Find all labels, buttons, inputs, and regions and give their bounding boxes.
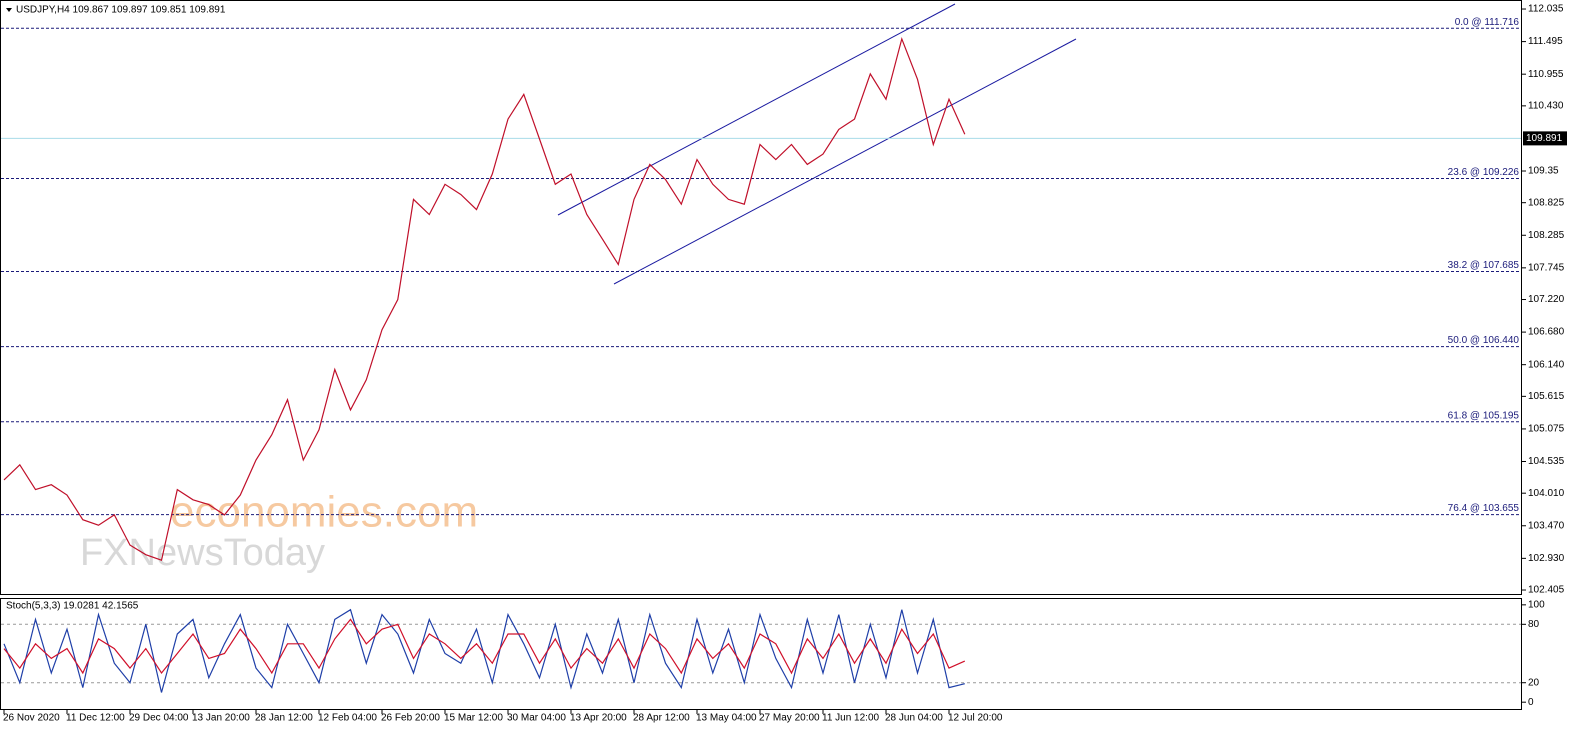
y-tick-label: 105.615 bbox=[1528, 391, 1565, 402]
x-tick-label: 27 May 20:00 bbox=[759, 713, 820, 724]
y-tick-label: 108.285 bbox=[1528, 230, 1565, 241]
y-tick-label: 102.405 bbox=[1528, 585, 1565, 596]
y-tick-label: 108.825 bbox=[1528, 197, 1565, 208]
y-tick-label: 107.745 bbox=[1528, 262, 1565, 273]
stoch-header: Stoch(5,3,3) 19.0281 42.1565 bbox=[6, 601, 139, 612]
y-tick-label: 103.470 bbox=[1528, 520, 1565, 531]
fib-label: 0.0 @ 111.716 bbox=[1455, 17, 1520, 28]
x-tick-label: 28 Jan 12:00 bbox=[255, 713, 313, 724]
x-tick-label: 26 Nov 2020 bbox=[3, 713, 60, 724]
price-line bbox=[3, 618, 966, 675]
y-tick-label: 105.075 bbox=[1528, 424, 1565, 435]
x-tick-label: 11 Dec 12:00 bbox=[66, 713, 125, 724]
channel-line bbox=[557, 3, 956, 216]
y-tick-label: 110.430 bbox=[1528, 100, 1564, 111]
x-tick-label: 12 Jul 20:00 bbox=[948, 713, 1003, 724]
y-tick-label: 112.035 bbox=[1528, 4, 1564, 15]
x-tick-label: 13 Jan 20:00 bbox=[192, 713, 250, 724]
x-tick-label: 28 Apr 12:00 bbox=[633, 713, 690, 724]
price-panel bbox=[0, 0, 1522, 595]
fib-label: 76.4 @ 103.655 bbox=[1448, 503, 1520, 514]
y-tick-label: 104.010 bbox=[1528, 488, 1565, 499]
watermark: FXNewsToday bbox=[80, 532, 325, 574]
last-price-label: 109.891 bbox=[1526, 133, 1563, 144]
x-tick-label: 30 Mar 04:00 bbox=[507, 713, 566, 724]
chart-header: USDJPY,H4 109.867 109.897 109.851 109.89… bbox=[16, 5, 226, 16]
y-tick-label: 104.535 bbox=[1528, 456, 1565, 467]
y-tick-label: 0 bbox=[1528, 697, 1534, 708]
menu-arrow[interactable] bbox=[6, 8, 12, 12]
price-line bbox=[3, 36, 966, 561]
y-tick-label: 109.35 bbox=[1528, 166, 1559, 177]
y-tick-label: 102.930 bbox=[1528, 553, 1565, 564]
fib-label: 50.0 @ 106.440 bbox=[1448, 335, 1520, 346]
y-tick-label: 100 bbox=[1528, 599, 1545, 610]
x-tick-label: 15 Mar 12:00 bbox=[444, 713, 503, 724]
x-tick-label: 12 Feb 04:00 bbox=[318, 713, 377, 724]
last-price-box bbox=[1523, 131, 1567, 146]
x-tick-label: 11 Jun 12:00 bbox=[822, 713, 880, 724]
y-tick-label: 106.140 bbox=[1528, 359, 1565, 370]
x-tick-label: 29 Dec 04:00 bbox=[129, 713, 189, 724]
channel-line bbox=[613, 38, 1077, 285]
y-tick-label: 107.220 bbox=[1528, 294, 1565, 305]
y-tick-label: 110.955 bbox=[1528, 69, 1564, 80]
watermark: economies.com bbox=[170, 488, 478, 537]
x-tick-label: 13 Apr 20:00 bbox=[570, 713, 627, 724]
fib-label: 38.2 @ 107.685 bbox=[1448, 260, 1520, 271]
y-tick-label: 106.680 bbox=[1528, 327, 1565, 338]
y-tick-label: 20 bbox=[1528, 677, 1540, 688]
price-line bbox=[3, 608, 965, 693]
fib-label: 61.8 @ 105.195 bbox=[1448, 410, 1520, 421]
stoch-panel bbox=[0, 598, 1522, 710]
x-tick-label: 13 May 04:00 bbox=[696, 713, 757, 724]
x-tick-label: 28 Jun 04:00 bbox=[885, 713, 943, 724]
y-tick-label: 80 bbox=[1528, 619, 1540, 630]
y-tick-label: 111.495 bbox=[1528, 36, 1563, 47]
fib-label: 23.6 @ 109.226 bbox=[1448, 167, 1520, 178]
x-tick-label: 26 Feb 20:00 bbox=[381, 713, 440, 724]
